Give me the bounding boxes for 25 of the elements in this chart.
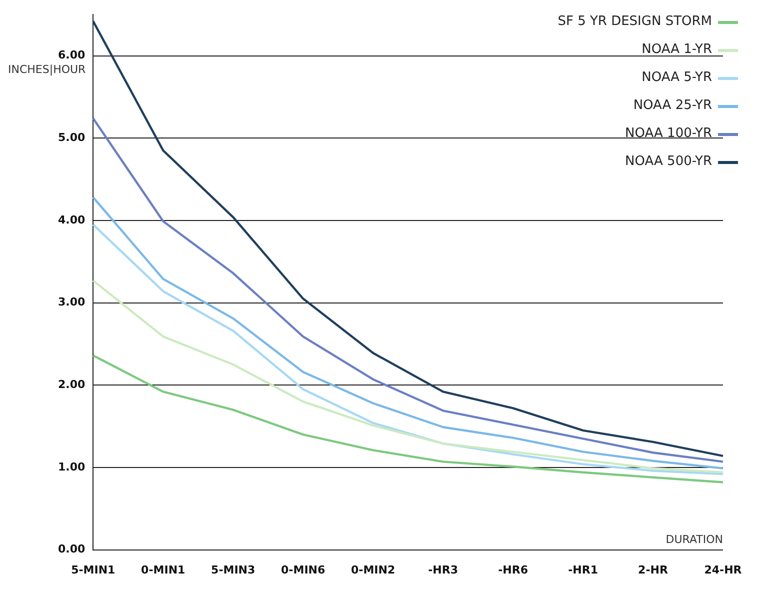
x-tick-label: 0-MIN6	[281, 563, 326, 576]
y-tick-label: 0.00	[58, 542, 86, 556]
legend-label: NOAA 25-YR	[633, 97, 712, 115]
y-tick-label: 5.00	[58, 130, 86, 144]
x-tick-label: 5-MIN3	[211, 563, 256, 576]
legend-label: SF 5 YR DESIGN STORM	[558, 13, 712, 31]
y-tick-label: 2.00	[58, 378, 86, 391]
legend-label: NOAA 500-YR	[625, 153, 712, 171]
y-tick-label: 6.00	[58, 48, 86, 62]
y-tick-label: 1.00	[58, 460, 86, 474]
x-tick-label: -HR6	[498, 563, 528, 576]
y-tick-label: 4.00	[58, 213, 86, 226]
x-axis-title: DURATION	[666, 533, 723, 546]
x-tick-label: 0-MIN2	[351, 563, 396, 576]
legend-label: NOAA 100-YR	[625, 125, 712, 143]
x-tick-label: 5-MIN1	[71, 563, 116, 576]
x-tick-label: 0-MIN1	[141, 563, 186, 576]
x-tick-label: 2-HR	[638, 563, 668, 576]
x-tick-label: -HR1	[568, 563, 598, 576]
x-tick-label: -HR3	[428, 563, 458, 576]
y-axis-title: INCHES|HOUR	[8, 63, 86, 76]
y-tick-label: 3.00	[58, 296, 86, 309]
x-tick-label: 24-HR	[704, 563, 742, 576]
legend-label: NOAA 1-YR	[642, 41, 712, 59]
legend-label: NOAA 5-YR	[642, 69, 712, 87]
